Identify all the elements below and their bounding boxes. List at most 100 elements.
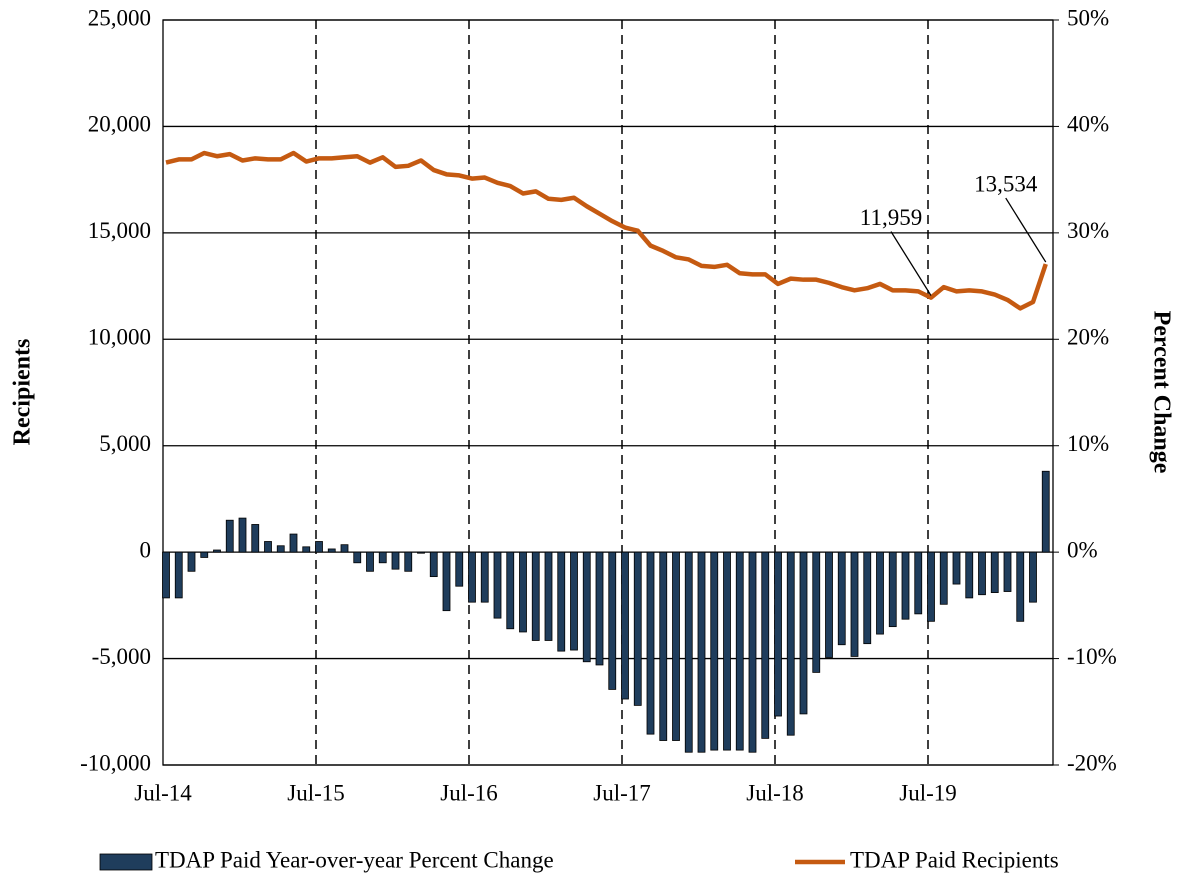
bar [366, 551, 374, 572]
y2-tick-label: 0% [1067, 537, 1098, 562]
bar [468, 551, 476, 603]
bar [238, 517, 247, 553]
bar [174, 551, 183, 599]
y2-tick-label: -10% [1067, 644, 1117, 669]
bar [225, 519, 234, 553]
bar [264, 541, 272, 553]
data-label: 13,534 [974, 171, 1038, 196]
bar [251, 524, 260, 553]
bar [519, 551, 527, 633]
bar [952, 551, 961, 585]
bar [570, 551, 578, 651]
y-tick-label: 25,000 [88, 5, 151, 30]
bar [723, 551, 731, 751]
bar [544, 551, 553, 641]
bar [735, 551, 744, 751]
legend-swatch [99, 853, 153, 871]
bar [340, 544, 349, 553]
y2-tick-label: 20% [1067, 325, 1109, 350]
bar [162, 551, 170, 599]
x-tick-label: Jul-17 [593, 780, 651, 805]
bar [659, 551, 668, 741]
bar [327, 548, 336, 553]
y-axis-title: Recipients [10, 339, 36, 446]
bar [914, 551, 923, 615]
bar [684, 551, 693, 753]
bar [1041, 470, 1050, 553]
line [165, 150, 1048, 311]
bar [990, 551, 999, 593]
legend-label: TDAP Paid Year-over-year Percent Change [155, 847, 554, 872]
bar [799, 551, 808, 715]
x-tick-label: Jul-15 [287, 780, 345, 805]
bar [289, 533, 298, 553]
bar [978, 551, 986, 596]
bar [786, 551, 795, 736]
y-tick-label: 20,000 [88, 112, 151, 137]
bar [582, 551, 591, 663]
bar [825, 551, 833, 658]
bar [1029, 551, 1037, 603]
plot-frame [162, 19, 1054, 766]
bar [761, 551, 770, 739]
bar [391, 551, 400, 570]
bar [850, 551, 859, 657]
bar [455, 551, 464, 587]
bar [480, 551, 489, 603]
bar [302, 546, 311, 553]
y2-tick-label: 10% [1067, 431, 1109, 456]
bar [748, 551, 757, 753]
bar [888, 551, 897, 628]
bar [1003, 551, 1012, 592]
y2-axis-title: Percent Change [1148, 311, 1174, 474]
y2-tick-label: 30% [1067, 218, 1109, 243]
y-tick-label: 10,000 [88, 325, 151, 350]
y2-tick-label: -20% [1067, 750, 1117, 775]
bar [646, 551, 655, 735]
bar [506, 551, 515, 630]
y-tick-label: 15,000 [88, 218, 151, 243]
y-tick-label: -10,000 [80, 750, 151, 775]
bar [276, 545, 285, 553]
bar [493, 551, 502, 619]
bar [812, 551, 821, 673]
bar [901, 551, 910, 620]
y2-tick-label: 40% [1067, 112, 1109, 137]
bar [531, 551, 540, 641]
annotation-leader [1005, 197, 1047, 263]
bar [1016, 551, 1025, 622]
y2-tick-label: 50% [1067, 5, 1109, 30]
legend-label: TDAP Paid Recipients [850, 847, 1059, 872]
bar [353, 551, 362, 564]
annotation-leader [890, 231, 932, 296]
bar [595, 551, 604, 666]
bar [404, 551, 413, 572]
bar [837, 551, 846, 646]
bar [710, 551, 719, 751]
bar [608, 551, 617, 690]
bar [213, 549, 221, 553]
bar [633, 551, 642, 706]
bar [417, 551, 425, 554]
y-tick-label: 0 [140, 537, 152, 562]
x-tick-label: Jul-18 [746, 780, 804, 805]
y-tick-label: -5,000 [92, 644, 151, 669]
bar [200, 551, 209, 558]
bar [876, 551, 884, 635]
bar [557, 551, 566, 652]
bar [442, 551, 451, 612]
x-tick-label: Jul-14 [134, 780, 192, 805]
bar [774, 551, 782, 717]
bar [378, 551, 387, 564]
bar [621, 551, 629, 700]
bar [315, 541, 323, 553]
bar [939, 551, 948, 605]
bar [927, 551, 935, 622]
bar [965, 551, 974, 599]
bar [863, 551, 872, 645]
y-tick-label: 5,000 [99, 431, 151, 456]
bar [672, 551, 680, 741]
data-label: 11,959 [860, 205, 922, 230]
bar [187, 551, 196, 572]
